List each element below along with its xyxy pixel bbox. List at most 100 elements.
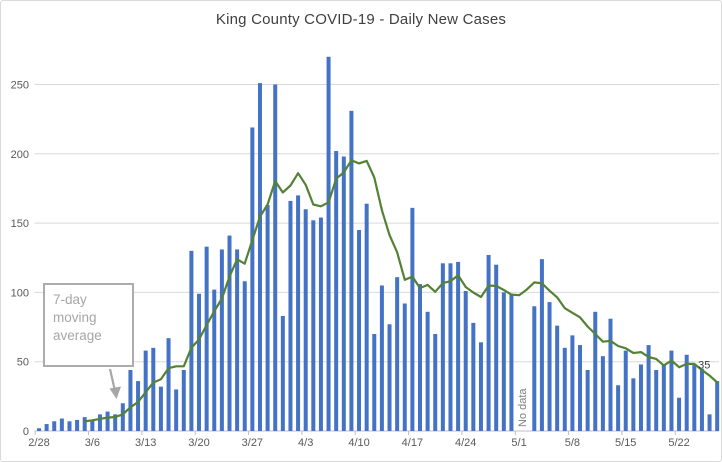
bar-4/7	[334, 151, 339, 431]
bar-3/22	[212, 289, 217, 431]
bar-3/14	[151, 347, 156, 431]
line-end-label: 35	[698, 359, 710, 371]
bar-4/5	[318, 217, 323, 431]
bar-5/7	[562, 347, 567, 431]
bar-4/23	[456, 261, 461, 431]
bar-5/15	[623, 350, 628, 431]
bar-5/24	[692, 364, 697, 431]
bar-2/29	[44, 424, 49, 431]
bar-4/18	[418, 284, 422, 431]
bar-4/25	[471, 322, 476, 431]
bar-5/25	[699, 368, 704, 431]
bar-4/1	[288, 200, 293, 431]
bar-4/10	[357, 230, 362, 431]
annotation-text: 7-day moving average	[53, 292, 102, 343]
bar-4/15	[395, 277, 400, 431]
annotation-callout: 7-day moving average	[43, 283, 134, 367]
bar-5/5	[547, 302, 552, 431]
y-tick-label: 200	[11, 149, 29, 161]
x-tick-label: 3/27	[242, 437, 263, 449]
bar-3/25	[235, 249, 240, 431]
x-tick-label: 2/28	[28, 437, 49, 449]
bar-5/10	[585, 370, 590, 431]
bar-3/24	[227, 235, 232, 431]
bar-4/14	[387, 324, 392, 431]
bar-4/28	[494, 264, 499, 431]
bar-4/11	[364, 203, 369, 431]
bar-3/6	[90, 419, 95, 431]
x-tick-label: 3/20	[188, 437, 209, 449]
bar-5/21	[669, 350, 674, 431]
x-tick-label: 4/3	[298, 437, 313, 449]
bar-5/16	[631, 378, 636, 431]
bar-5/26	[707, 414, 712, 431]
x-tick-label: 5/15	[615, 437, 636, 449]
bar-3/2	[59, 418, 64, 431]
x-tick-label: 4/17	[402, 437, 423, 449]
bar-4/4	[311, 220, 316, 431]
bar-5/19	[654, 370, 659, 431]
bar-3/26	[242, 281, 247, 431]
bar-4/17	[410, 207, 415, 431]
y-tick-label: 50	[17, 357, 29, 369]
bar-3/7	[97, 414, 102, 431]
bar-5/17	[638, 364, 643, 431]
annotation-arrow-head	[109, 386, 121, 399]
y-tick-label: 250	[11, 80, 29, 92]
bar-5/12	[600, 356, 605, 431]
bar-2/28	[37, 428, 41, 431]
bar-5/8	[570, 335, 575, 431]
x-tick-label: 5/22	[668, 437, 689, 449]
no-data-label: No data	[517, 388, 529, 427]
bar-4/12	[372, 333, 377, 431]
bar-5/11	[593, 311, 598, 431]
bar-3/1	[52, 421, 57, 431]
bar-4/22	[448, 263, 453, 431]
y-tick-label: 0	[23, 426, 29, 438]
x-tick-label: 3/13	[135, 437, 156, 449]
bar-4/9	[349, 110, 354, 432]
bar-3/17	[174, 389, 179, 431]
bar-3/27	[250, 127, 255, 431]
x-tick-label: 3/6	[85, 437, 100, 449]
bar-4/16	[402, 303, 407, 431]
bar-5/18	[646, 345, 651, 431]
bar-3/8	[105, 411, 110, 431]
bar-3/28	[257, 83, 262, 431]
y-tick-label: 100	[11, 287, 29, 299]
bar-3/18	[181, 370, 186, 431]
bar-3/12	[136, 381, 141, 431]
bar-3/20	[197, 293, 202, 431]
bar-4/8	[341, 156, 346, 431]
bar-3/31	[280, 315, 285, 431]
bar-5/6	[555, 325, 560, 431]
bar-4/27	[486, 254, 491, 431]
bar-5/27	[715, 381, 720, 431]
bar-3/23	[219, 249, 224, 431]
bar-5/22	[677, 397, 682, 431]
bar-3/4	[75, 419, 80, 431]
bar-3/9	[113, 414, 118, 431]
bar-5/9	[578, 345, 583, 431]
bar-3/29	[265, 205, 270, 431]
x-tick-label: 5/8	[565, 437, 580, 449]
bar-5/3	[532, 306, 537, 431]
bar-4/13	[379, 285, 384, 431]
bar-3/3	[67, 421, 72, 431]
x-tick-label: 5/1	[511, 437, 526, 449]
bar-4/19	[425, 311, 430, 431]
bar-4/26	[478, 342, 483, 431]
bar-4/30	[509, 293, 514, 431]
bar-3/16	[166, 338, 171, 431]
bar-4/21	[440, 263, 445, 431]
bar-3/15	[158, 386, 163, 431]
bar-5/13	[608, 318, 613, 431]
bar-4/3	[303, 209, 308, 431]
bar-4/20	[433, 333, 438, 431]
bar-3/10	[120, 403, 125, 431]
bar-4/24	[463, 291, 468, 431]
bar-4/6	[326, 56, 331, 431]
bar-3/21	[204, 246, 209, 431]
